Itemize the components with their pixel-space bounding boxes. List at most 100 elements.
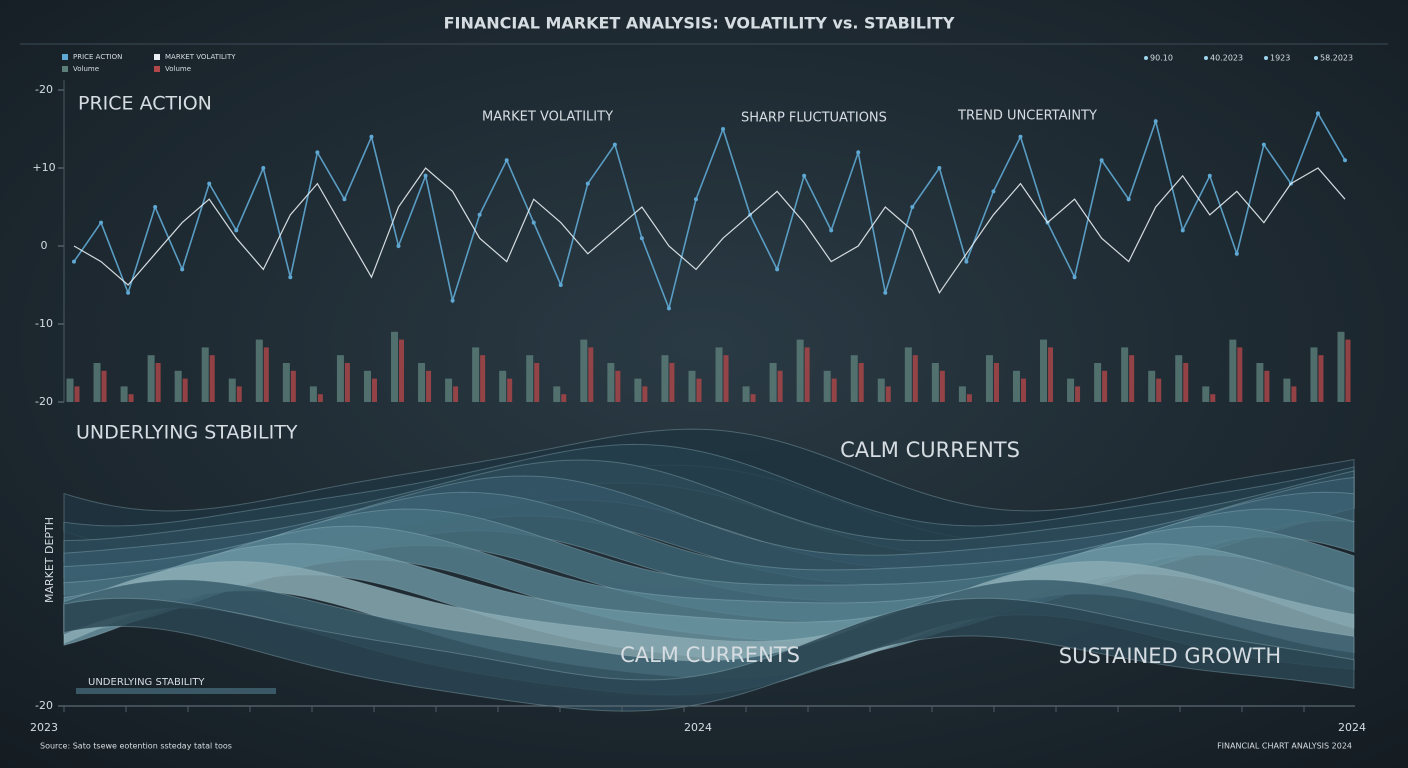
price-point [1234,251,1239,256]
legend-label: Volume [73,65,99,73]
volume-bar [904,347,912,402]
stat-dot [1144,56,1148,60]
volume-bar [993,363,999,402]
y-tick-label: -20 [35,83,53,96]
stat-label: 58.2023 [1320,54,1353,63]
price-point [721,127,726,131]
volume-bar [661,355,669,402]
volume-bar [1229,339,1237,402]
volume-bar [426,370,432,402]
annotation: MARKET VOLATILITY [482,110,613,125]
price-point [775,267,780,272]
volume-bar [74,386,80,402]
price-point [99,220,104,225]
price-point [1072,275,1077,280]
volume-bar [580,339,588,402]
volume-bar [453,386,459,402]
volume-bar [723,355,729,402]
volume-bar [526,355,534,402]
stability-waves [63,428,1355,712]
volume-bar [750,394,756,402]
volume-bar [282,363,290,402]
price-point [477,212,482,217]
y-tick-label: 0 [41,239,48,252]
volume-bar [931,363,939,402]
price-point [234,228,239,233]
price-point [1207,173,1212,178]
legend-label: Volume [165,65,191,73]
price-point [369,134,374,139]
volume-bar [147,355,155,402]
volume-bar [209,355,215,402]
volume-bar [66,378,74,402]
volume-bar [688,370,696,402]
annotation: CALM CURRENTS [840,438,1020,462]
y-axis-label: MARKET DEPTH [43,517,56,603]
price-point [1315,111,1320,116]
volume-bar [1264,370,1270,402]
volume-bar [174,370,182,402]
y-tick-label: -20 [35,699,53,712]
volume-bar [777,370,783,402]
price-point [450,298,455,303]
stat-dot [1264,56,1268,60]
volume-bar [831,378,837,402]
price-point [612,142,617,147]
volume-bar [642,386,648,402]
price-point [829,228,834,233]
stat-label: 90.10 [1150,54,1173,63]
price-point [856,150,861,155]
legend-label: UNDERLYING STABILITY [88,677,205,688]
panel-title: PRICE ACTION [78,93,212,115]
volume-bar [1102,370,1108,402]
price-point [1343,158,1347,163]
price-point [1180,228,1185,233]
y-tick-label: -10 [35,317,53,330]
volume-bar [796,339,804,402]
volume-bar [1067,378,1075,402]
volume-bar [534,363,540,402]
legend-swatch [62,66,68,72]
volume-bar [309,386,317,402]
volume-bar [472,347,480,402]
legend-swatch [154,66,160,72]
volume-bar [561,394,567,402]
volume-bar [399,339,405,402]
price-point [991,189,996,194]
volume-bar [804,347,810,402]
volume-bar [912,355,918,402]
price-point [585,181,590,186]
price-point [639,236,644,241]
y-tick-label: -20 [35,395,53,408]
volume-bar [93,363,101,402]
volume-bar [480,355,486,402]
volume-bar [858,363,864,402]
volume-bar [985,355,993,402]
volume-bar [182,378,188,402]
price-point [693,197,698,202]
price-point [315,150,320,155]
price-point [531,220,536,225]
x-tick-label: 2023 [30,721,58,734]
volume-bar [769,363,777,402]
volume-bar [101,370,107,402]
price-point [153,205,158,209]
volume-bar [553,386,561,402]
volume-bar [1283,378,1291,402]
volume-bar [499,370,507,402]
price-point [558,283,563,287]
volume-bar [1256,363,1264,402]
volume-bar [255,339,263,402]
source-note: Source: Sato tsewe eotention ssteday tat… [40,742,232,751]
price-point [288,275,293,280]
volume-bar [344,363,350,402]
price-point [396,244,401,248]
volume-bar [885,386,891,402]
annotation: CALM CURRENTS [620,643,800,667]
volume-bar [418,363,426,402]
price-point [883,290,888,295]
volume-bar [391,331,399,402]
price-point [1099,158,1104,163]
stat-dot [1314,56,1318,60]
